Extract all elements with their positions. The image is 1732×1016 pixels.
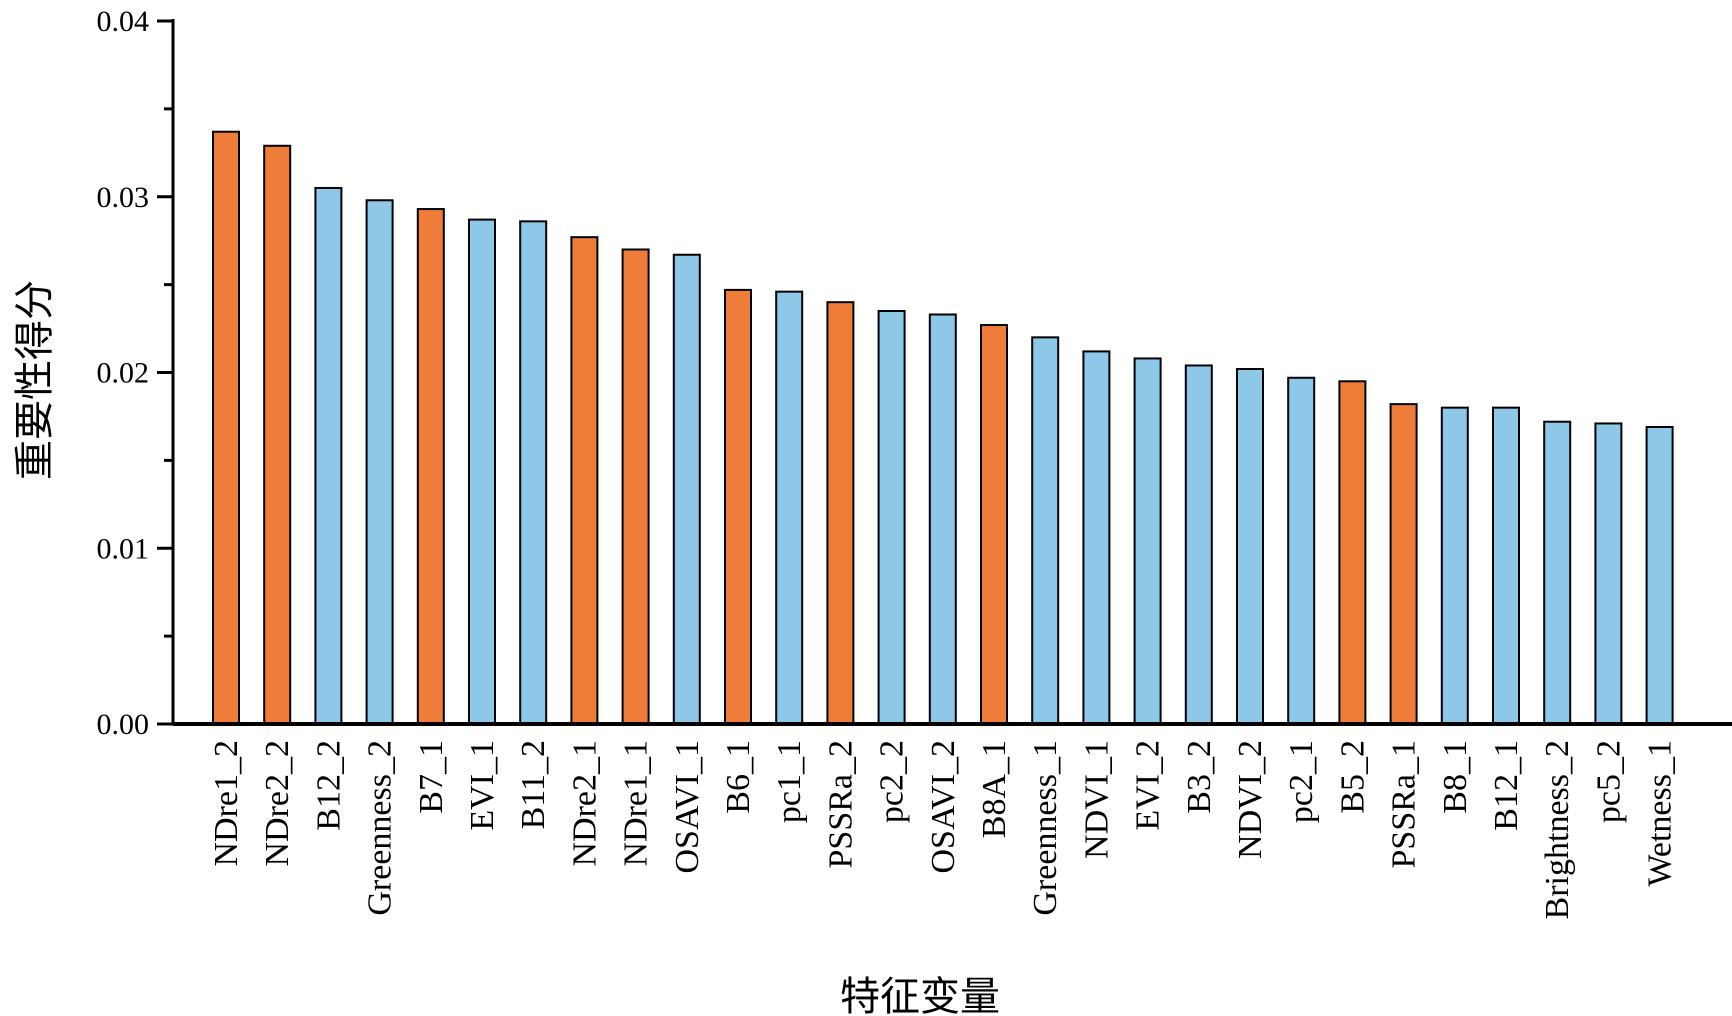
x-tick-label: NDre2_1 (566, 740, 603, 867)
x-tick-label: pc2_1 (1283, 740, 1320, 823)
x-tick-label: B8A_1 (976, 740, 1013, 838)
x-tick-label: pc2_2 (874, 740, 911, 823)
x-tick-label: pc5_2 (1590, 740, 1627, 823)
x-tick-label: B6_1 (720, 740, 757, 814)
bar-NDVI_1 (1082, 350, 1111, 725)
x-tick-label: B8_1 (1437, 740, 1474, 814)
x-tick-label: pc1_1 (771, 740, 808, 823)
bar-Greenness_2 (365, 199, 394, 725)
bar-pc2_2 (877, 309, 906, 725)
x-axis-title: 特征变量 (840, 974, 1000, 1016)
bar-NDre1_2 (212, 130, 240, 726)
y-axis-title: 重要性得分 (12, 280, 58, 480)
x-tick-label: NDVI_1 (1078, 740, 1115, 859)
bar-Wetness_1 (1645, 425, 1674, 725)
x-tick-label: B12_1 (1488, 740, 1525, 831)
y-tick-label: 0.02 (97, 357, 150, 390)
x-tick-label: B11_2 (515, 740, 552, 829)
bar-NDre2_1 (570, 236, 599, 726)
bar-B12_1 (1492, 406, 1520, 725)
bar-pc2_1 (1287, 376, 1316, 725)
category-labels: NDre1_2 NDre2_2 B12_2 Greenness_2 B7_1 EVI_1 B… (208, 740, 1679, 919)
x-tick-label: Wetness_1 (1642, 740, 1679, 886)
y-axis: 0.00 0.01 0.02 0.03 0.04 (97, 5, 175, 741)
bar-NDVI_2 (1236, 367, 1264, 725)
x-tick-label: OSAVI_1 (669, 740, 706, 874)
x-tick-label: EVI_2 (1130, 740, 1167, 831)
x-tick-label: Brightness_2 (1539, 740, 1576, 919)
bar-B8A_1 (980, 324, 1008, 725)
x-tick-label: Greenness_2 (362, 740, 399, 916)
bar-PSSRa_1 (1389, 403, 1418, 725)
x-tick-label: NDVI_2 (1232, 740, 1269, 859)
bar-pc5_2 (1594, 422, 1623, 725)
bar-B6_1 (724, 288, 752, 725)
y-tick-label: 0.03 (97, 181, 150, 214)
x-tick-label: NDre1_1 (618, 740, 655, 867)
bar-OSAVI_2 (928, 313, 957, 725)
bar-PSSRa_2 (826, 301, 855, 725)
bar-B8_1 (1440, 406, 1469, 725)
bar-B11_2 (519, 220, 548, 725)
bar-B12_2 (314, 186, 343, 725)
bar-B5_2 (1338, 380, 1367, 725)
bar-Greenness_1 (1031, 336, 1060, 725)
y-tick-label: 0.00 (97, 708, 150, 741)
x-tick-label: B5_2 (1334, 740, 1371, 814)
x-tick-label: PSSRa_1 (1386, 740, 1423, 869)
bar-NDre1_1 (621, 248, 650, 725)
x-tick-label: B3_2 (1181, 740, 1218, 814)
bar-pc1_1 (775, 290, 804, 725)
bar-B3_2 (1184, 364, 1213, 725)
x-tick-label: B12_2 (310, 740, 347, 831)
bar-B7_1 (416, 208, 445, 726)
x-tick-label: NDre1_2 (208, 740, 245, 867)
bar-OSAVI_1 (672, 253, 701, 725)
x-tick-label: OSAVI_2 (925, 740, 962, 874)
y-tick-label: 0.04 (97, 5, 150, 38)
x-tick-label: NDre2_2 (259, 740, 296, 867)
x-tick-label: Greenness_1 (1027, 740, 1064, 916)
bar-Brightness_2 (1543, 420, 1572, 725)
bars-group (212, 130, 1674, 726)
bar-NDre2_2 (263, 144, 292, 726)
x-tick-label: B7_1 (413, 740, 450, 814)
y-tick-label: 0.01 (97, 532, 150, 565)
x-tick-label: EVI_1 (464, 740, 501, 831)
bar-EVI_2 (1133, 357, 1162, 725)
x-tick-label: PSSRa_2 (822, 740, 859, 869)
bar-EVI_1 (468, 218, 496, 725)
